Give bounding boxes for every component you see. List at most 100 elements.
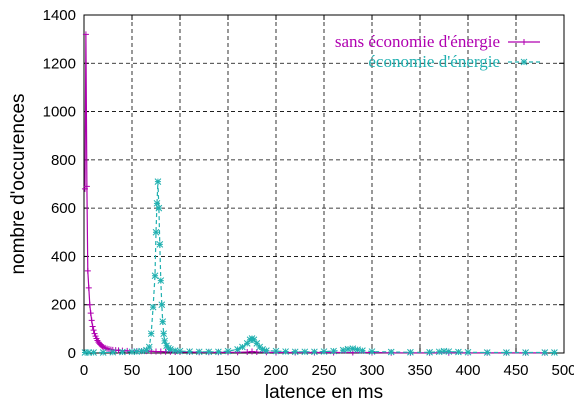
data-point	[153, 199, 161, 207]
data-point	[85, 349, 93, 356]
data-point	[145, 343, 153, 351]
series-2	[81, 178, 558, 356]
data-point	[250, 336, 258, 344]
data-point	[234, 346, 241, 353]
data-point	[195, 348, 203, 356]
legend-label-2: économie d'énergie	[368, 52, 500, 71]
data-point	[83, 183, 90, 190]
data-point	[205, 348, 213, 356]
data-point	[154, 178, 162, 185]
data-point	[86, 301, 93, 308]
data-point	[426, 348, 433, 356]
y-tick-label: 400	[51, 248, 76, 265]
x-tick-label: 0	[80, 362, 88, 379]
x-tick-label: 350	[407, 362, 432, 379]
series-line	[84, 34, 545, 354]
data-point	[133, 348, 141, 355]
data-point	[155, 204, 163, 212]
data-point	[483, 349, 491, 356]
data-point	[445, 348, 453, 355]
grid	[84, 15, 564, 353]
data-point	[109, 348, 117, 356]
data-point	[160, 330, 168, 338]
x-tick-label: 450	[503, 362, 528, 379]
data-point	[339, 346, 347, 354]
data-point	[82, 31, 89, 38]
data-point	[158, 301, 166, 309]
data-point	[119, 348, 126, 356]
data-point	[320, 348, 328, 355]
data-point	[541, 349, 549, 356]
data-point	[167, 346, 174, 353]
data-point	[147, 330, 155, 338]
data-point	[156, 241, 164, 248]
data-point	[152, 228, 160, 236]
data-point	[99, 349, 107, 356]
data-point	[85, 284, 92, 291]
data-point	[464, 348, 472, 356]
x-axis-title: latence en ms	[265, 382, 383, 403]
data-point	[176, 347, 184, 355]
data-point	[291, 348, 299, 356]
data-point	[272, 347, 280, 355]
data-point	[503, 349, 510, 356]
data-point	[435, 348, 443, 356]
data-point	[143, 346, 150, 354]
data-point	[259, 346, 266, 353]
data-point	[157, 277, 165, 284]
data-point	[344, 345, 352, 353]
y-tick-label: 800	[51, 152, 76, 169]
x-tick-label: 300	[359, 362, 384, 379]
data-point	[186, 348, 193, 355]
x-tick-label: 500	[551, 362, 574, 379]
y-axis-title: nombre d'occurences	[8, 93, 29, 274]
data-point	[551, 349, 558, 356]
y-tick-label: 1000	[43, 104, 76, 121]
data-point	[359, 347, 366, 354]
series-line	[85, 181, 555, 354]
y-tick-label: 1400	[43, 7, 76, 24]
data-point	[354, 346, 361, 353]
data-point	[407, 348, 414, 356]
data-point	[253, 339, 261, 347]
data-point	[90, 349, 97, 356]
data-point	[282, 348, 289, 355]
data-point	[151, 272, 159, 280]
data-point	[128, 348, 136, 356]
x-tick-label: 250	[311, 362, 336, 379]
data-point	[88, 317, 95, 324]
data-point	[171, 347, 179, 354]
data-point	[87, 310, 94, 317]
data-point	[311, 348, 318, 356]
data-point	[89, 323, 96, 330]
data-point	[243, 339, 251, 347]
data-point	[330, 347, 337, 355]
data-point	[455, 348, 462, 356]
legend-marker-1	[521, 39, 527, 45]
data-point	[84, 267, 91, 274]
data-point	[248, 335, 256, 342]
x-tick-label: 400	[455, 362, 480, 379]
y-tick-label: 0	[68, 345, 76, 362]
data-point	[224, 347, 232, 355]
data-point	[387, 348, 395, 356]
data-point	[368, 348, 376, 355]
x-tick-label: 100	[167, 362, 192, 379]
data-point	[215, 348, 222, 356]
data-point	[161, 337, 168, 345]
legend-marker-2	[520, 58, 528, 66]
series-group	[81, 31, 558, 356]
legend-label-1: sans économie d'énergie	[335, 32, 500, 51]
data-point	[349, 345, 357, 353]
x-tick-label: 200	[263, 362, 288, 379]
data-point	[90, 327, 97, 334]
y-tick-label: 200	[51, 297, 76, 314]
data-point	[165, 344, 172, 352]
data-point	[81, 349, 89, 356]
data-point	[138, 347, 145, 355]
x-tick-label: 50	[124, 362, 141, 379]
y-tick-label: 600	[51, 200, 76, 217]
y-tick-label: 1200	[43, 55, 76, 72]
